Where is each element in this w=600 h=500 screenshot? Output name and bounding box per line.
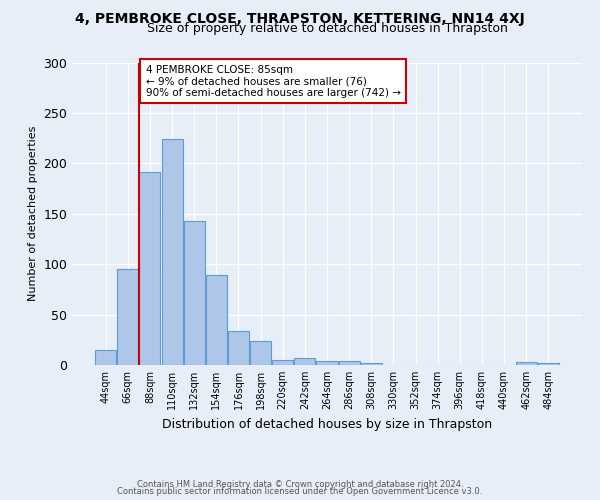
Text: Contains HM Land Registry data © Crown copyright and database right 2024.: Contains HM Land Registry data © Crown c… xyxy=(137,480,463,489)
Bar xyxy=(272,360,293,365)
Bar xyxy=(95,350,116,365)
Bar xyxy=(139,172,160,365)
Bar xyxy=(361,363,382,365)
Bar xyxy=(316,361,338,365)
Bar xyxy=(161,139,182,365)
Y-axis label: Number of detached properties: Number of detached properties xyxy=(28,126,38,302)
Bar xyxy=(295,358,316,365)
X-axis label: Distribution of detached houses by size in Thrapston: Distribution of detached houses by size … xyxy=(162,418,492,430)
Text: Contains public sector information licensed under the Open Government Licence v3: Contains public sector information licen… xyxy=(118,487,482,496)
Title: Size of property relative to detached houses in Thrapston: Size of property relative to detached ho… xyxy=(146,22,508,35)
Bar xyxy=(184,221,205,365)
Bar xyxy=(538,363,559,365)
Bar xyxy=(515,362,536,365)
Bar xyxy=(206,276,227,365)
Bar xyxy=(338,361,359,365)
Bar xyxy=(250,341,271,365)
Text: 4, PEMBROKE CLOSE, THRAPSTON, KETTERING, NN14 4XJ: 4, PEMBROKE CLOSE, THRAPSTON, KETTERING,… xyxy=(75,12,525,26)
Bar xyxy=(118,269,139,365)
Bar xyxy=(228,330,249,365)
Text: 4 PEMBROKE CLOSE: 85sqm
← 9% of detached houses are smaller (76)
90% of semi-det: 4 PEMBROKE CLOSE: 85sqm ← 9% of detached… xyxy=(146,64,401,98)
